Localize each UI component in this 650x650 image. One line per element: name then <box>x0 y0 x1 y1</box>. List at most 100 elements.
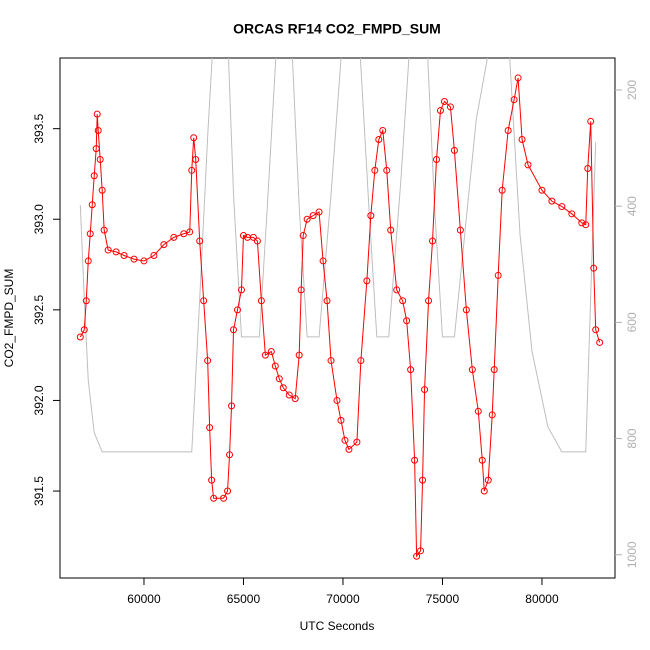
y-tick-label: 393.5 <box>32 113 46 143</box>
data-point <box>490 366 498 374</box>
data-point <box>592 326 600 334</box>
data-point <box>94 126 102 134</box>
data-point <box>76 333 84 341</box>
y-axis-label: CO2_FMPD_SUM <box>2 269 16 368</box>
data-point <box>504 126 512 134</box>
data-point <box>558 203 566 211</box>
data-point <box>285 391 293 399</box>
data-point <box>309 212 317 220</box>
data-point <box>403 317 411 325</box>
data-point <box>82 297 90 305</box>
data-point <box>488 411 496 419</box>
data-point <box>200 297 208 305</box>
y2-tick-label: 1000 <box>625 541 639 568</box>
series-line <box>79 77 601 558</box>
data-point <box>188 166 196 174</box>
data-point <box>584 165 592 173</box>
data-point <box>303 215 311 223</box>
data-point <box>337 416 345 424</box>
data-point <box>239 232 247 240</box>
data-point <box>440 97 448 105</box>
data-point <box>220 494 228 502</box>
y2-tick-label: 200 <box>625 80 639 100</box>
x-tick-label: 65000 <box>227 592 261 606</box>
data-point <box>357 357 365 365</box>
data-point <box>234 306 242 314</box>
data-point <box>275 375 283 383</box>
data-point <box>596 338 604 346</box>
data-point <box>93 110 101 118</box>
data-point <box>204 357 212 365</box>
data-point <box>271 362 279 370</box>
data-point <box>98 186 106 194</box>
data-point <box>196 237 204 245</box>
chart-title: ORCAS RF14 CO2_FMPD_SUM <box>233 21 441 37</box>
data-point <box>383 166 391 174</box>
data-point <box>587 117 595 125</box>
data-point <box>353 438 361 446</box>
data-point <box>150 251 158 259</box>
x-tick-label: 60000 <box>127 592 161 606</box>
data-point <box>419 476 427 484</box>
data-point <box>514 74 522 82</box>
data-point <box>80 326 88 334</box>
data-point <box>548 197 556 205</box>
data-point <box>299 232 307 240</box>
data-point <box>88 201 96 209</box>
y2-tick-label: 600 <box>625 312 639 332</box>
data-point <box>230 326 238 334</box>
data-point <box>363 277 371 285</box>
x-tick-label: 75000 <box>426 592 460 606</box>
data-point <box>249 233 257 241</box>
data-point <box>323 297 331 305</box>
data-point <box>387 226 395 234</box>
data-point <box>425 297 433 305</box>
data-point <box>315 208 323 216</box>
data-point <box>484 476 492 484</box>
data-point <box>480 487 488 495</box>
data-point <box>436 107 444 115</box>
data-point <box>253 237 261 245</box>
data-point <box>190 134 198 142</box>
y-tick-label: 391.5 <box>32 476 46 506</box>
data-point <box>411 456 419 464</box>
data-point <box>92 145 100 153</box>
data-point <box>297 286 305 294</box>
data-point <box>210 494 218 502</box>
data-point <box>413 552 421 560</box>
data-point <box>421 386 429 394</box>
y-tick-label: 393.0 <box>32 204 46 234</box>
x-tick-label: 70000 <box>326 592 360 606</box>
data-point <box>100 226 108 234</box>
plot-frame <box>59 57 616 579</box>
data-point <box>524 161 532 169</box>
data-point <box>261 351 269 359</box>
data-point <box>450 146 458 154</box>
data-point <box>341 436 349 444</box>
data-point <box>456 226 464 234</box>
data-point <box>192 155 200 163</box>
data-point <box>399 297 407 305</box>
data-point <box>407 366 415 374</box>
data-point <box>371 166 379 174</box>
data-point <box>120 251 128 259</box>
y-tick-label: 392.0 <box>32 385 46 415</box>
data-point <box>462 306 470 314</box>
data-point <box>568 210 576 218</box>
data-point <box>367 212 375 220</box>
data-point <box>518 136 526 144</box>
data-point <box>170 233 178 241</box>
data-point <box>228 402 236 410</box>
data-point <box>446 103 454 111</box>
data-point <box>494 271 502 279</box>
data-point <box>429 237 437 245</box>
data-point <box>538 186 546 194</box>
data-point <box>84 257 92 265</box>
data-point <box>319 257 327 265</box>
data-point <box>417 547 425 555</box>
data-point <box>96 155 104 163</box>
data-point <box>291 395 299 403</box>
data-point <box>345 445 353 453</box>
data-point <box>90 172 98 180</box>
